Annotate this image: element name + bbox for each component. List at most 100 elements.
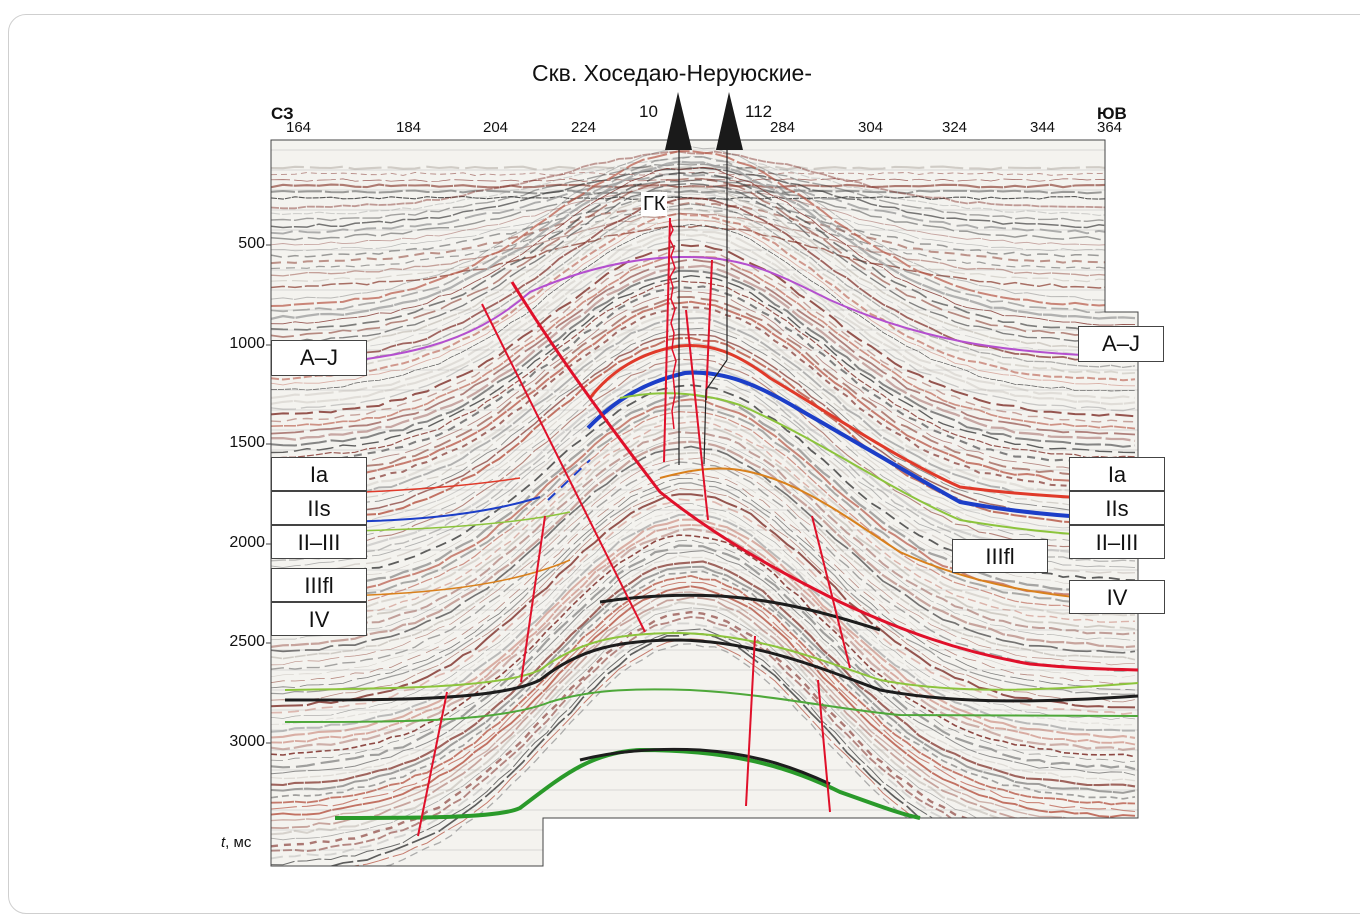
horizon-label-left-iiifl: IIIfl xyxy=(271,568,367,602)
horizon-label-left-ii-iii: II–III xyxy=(271,525,367,559)
reflector-stripe xyxy=(271,178,1136,182)
reflector-stripe xyxy=(271,269,1136,448)
fault-9 xyxy=(685,309,709,521)
reflector-stripe xyxy=(271,285,1136,467)
reflector-stripe xyxy=(271,527,1136,752)
reflector-stripe xyxy=(271,539,1136,763)
direction-right-label: ЮВ xyxy=(1097,104,1127,123)
reflector-stripe xyxy=(271,555,1136,782)
reflector-stripe xyxy=(271,502,1136,720)
time-tick-label: 2500 xyxy=(229,633,265,650)
reflector-stripe xyxy=(271,290,1136,471)
trace-label: 164 xyxy=(286,119,312,136)
reflector-stripe xyxy=(271,358,1136,551)
horizon-iis xyxy=(586,370,1139,521)
horizon-label-left-iis: IIs xyxy=(271,491,367,525)
reflector-stripe xyxy=(271,193,1136,357)
reflector-stripe xyxy=(271,585,1136,818)
reflector-stripe xyxy=(271,295,1136,478)
trace-label: 364 xyxy=(1097,119,1123,136)
reflector-stripe xyxy=(271,404,1136,606)
reflector-stripe xyxy=(271,601,1136,836)
reflector-stripe xyxy=(271,534,1136,758)
reflector-stripe xyxy=(271,203,1136,369)
time-tick-label: 1000 xyxy=(229,335,265,352)
reflector-stripe xyxy=(271,173,1136,235)
horizon-label-right-iis: IIs xyxy=(1069,491,1165,525)
horizon-iiifl xyxy=(659,467,1139,603)
reflector-stripe xyxy=(271,258,1136,436)
reflector-stripe xyxy=(271,233,1136,406)
fault-3 xyxy=(520,515,546,683)
time-axis-label: t, мс xyxy=(221,834,251,851)
reflector-stripe xyxy=(271,420,1136,624)
reflector-stripe xyxy=(271,565,1136,794)
reflector-stripe xyxy=(271,155,1136,216)
reflector-stripe xyxy=(271,201,1136,265)
reflector-stripe xyxy=(271,189,1136,195)
reflector-stripe xyxy=(271,150,1136,309)
reflector-stripe xyxy=(271,581,1136,813)
reflector-stripes xyxy=(271,145,1136,866)
trace-label: 344 xyxy=(1030,119,1056,136)
horizon-label-left-a-j: A–J xyxy=(271,340,367,376)
horizon-label-right-iv: IV xyxy=(1069,580,1165,614)
reflector-stripe xyxy=(271,224,1136,289)
reflector-stripe xyxy=(271,607,1136,841)
reflector-stripe xyxy=(271,160,1136,321)
reflector-stripe xyxy=(271,342,1136,533)
fault-2 xyxy=(481,303,646,633)
gk-log xyxy=(668,221,677,430)
reflector-stripe xyxy=(271,398,1136,600)
figure-title: Скв. Хоседаю-Неруюские- xyxy=(532,60,812,86)
time-axis-unit: , мс xyxy=(225,834,252,851)
well-marker-10 xyxy=(665,92,692,150)
reflector-stripe xyxy=(271,306,1136,490)
reflector-stripe xyxy=(271,333,1136,521)
reflector-stripe xyxy=(271,451,1136,661)
reflector-stripe xyxy=(271,430,1136,636)
reflector-stripe xyxy=(271,457,1136,666)
reflector-stripe xyxy=(271,574,1136,806)
horizon-ia-crest xyxy=(588,343,1139,502)
reflector-stripe xyxy=(271,186,1136,350)
horizon-label-right-ii-iii: II–III xyxy=(1069,525,1165,559)
horizon-green-1 xyxy=(284,631,1139,691)
reflector-stripe xyxy=(271,250,1136,423)
reflector-stripe xyxy=(271,410,1136,612)
reflector-stripe xyxy=(271,163,1136,223)
reflector-stripe xyxy=(271,218,1136,283)
reflector-stripe xyxy=(271,310,1136,496)
fault-4 xyxy=(811,515,851,669)
reflector-stripe xyxy=(271,482,1136,695)
reflector-stripe xyxy=(271,145,1136,301)
reflector-stripe xyxy=(271,316,1136,503)
well-label-112: 112 xyxy=(745,102,773,121)
reflector-stripe xyxy=(271,487,1136,703)
fault-6 xyxy=(745,635,756,807)
reflector-stripe xyxy=(271,352,1136,545)
horizon-a-j xyxy=(284,255,1106,367)
time-axis-ticks xyxy=(266,244,271,744)
reflector-stripe xyxy=(271,171,1136,333)
reflector-stripe xyxy=(271,224,1135,392)
reflector-stripe xyxy=(271,560,1136,788)
horizon-deep-top xyxy=(579,747,831,786)
reflector-stripe xyxy=(271,643,1136,866)
fault-main xyxy=(510,281,1139,672)
trace-label: 324 xyxy=(942,119,968,136)
reflector-stripe xyxy=(271,280,1136,459)
horizon-label-right-a-j: A–J xyxy=(1078,326,1164,362)
reflector-stripe xyxy=(271,208,1136,375)
time-tick-label: 1500 xyxy=(229,434,265,451)
reflector-stripe xyxy=(271,440,1136,649)
reflector-stripe xyxy=(271,336,1136,526)
reflector-stripe xyxy=(271,498,1136,715)
reflector-stripe xyxy=(271,596,1136,831)
reflector-stripe xyxy=(271,228,1136,400)
trace-label: 224 xyxy=(571,119,597,136)
reflector-stripe xyxy=(271,195,1136,259)
fault-dashed xyxy=(547,459,591,501)
reflector-stripe xyxy=(271,426,1136,630)
reflector-stripe xyxy=(271,436,1136,641)
